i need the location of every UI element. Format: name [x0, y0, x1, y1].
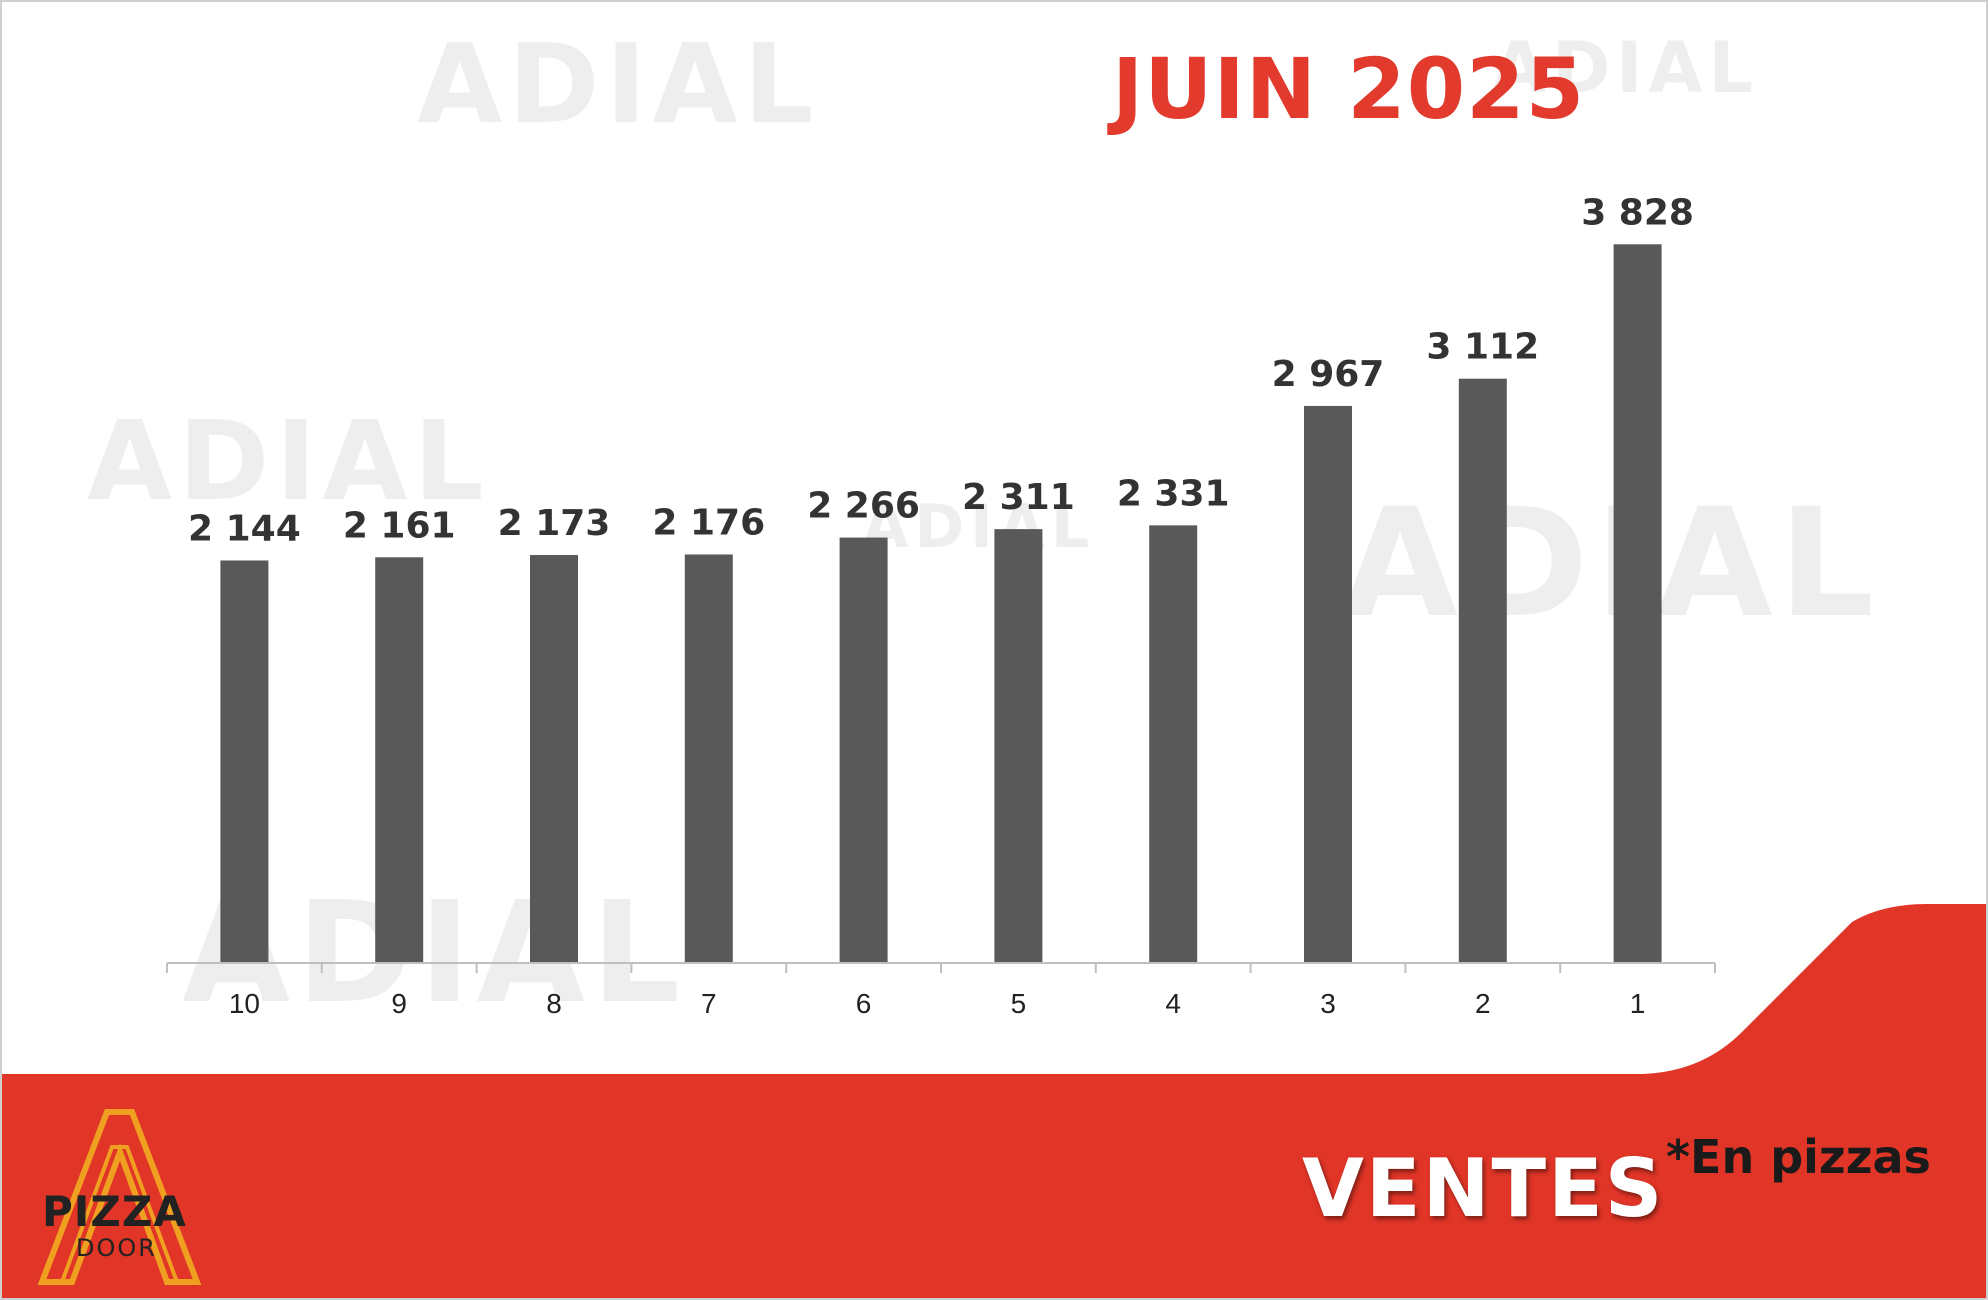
watermark: ADIAL — [862, 492, 1096, 562]
footer-title: VENTES — [1302, 1142, 1665, 1235]
x-tick-label: 7 — [701, 988, 717, 1019]
bar — [1613, 244, 1662, 964]
pizza-door-logo — [37, 1109, 202, 1285]
data-label: 3 112 — [1426, 327, 1539, 368]
x-tick-label: 4 — [1165, 988, 1181, 1019]
bar — [839, 537, 888, 963]
data-label: 2 144 — [188, 508, 301, 549]
logo-text-door: DOOR — [76, 1234, 157, 1262]
data-label: 2 176 — [652, 502, 765, 543]
logo-text-pizza: PIZZA — [42, 1187, 187, 1236]
x-tick-label: 10 — [229, 988, 260, 1019]
bar — [530, 555, 578, 963]
data-label: 3 828 — [1581, 192, 1694, 233]
x-tick-label: 8 — [546, 988, 562, 1019]
data-label: 2 266 — [807, 486, 920, 527]
watermark: ADIAL — [417, 20, 820, 148]
bar — [375, 557, 424, 963]
x-tick-label: 5 — [1011, 988, 1027, 1019]
data-label: 2 331 — [1117, 473, 1230, 514]
footer-note: *En pizzas — [1666, 1130, 1931, 1184]
x-tick-label: 9 — [391, 988, 407, 1019]
data-label: 2 161 — [343, 505, 456, 546]
bar — [1149, 525, 1198, 963]
watermark: ADIAL — [87, 397, 490, 525]
watermark: ADIAL — [1342, 477, 1881, 651]
page-title: JUIN 2025 — [1112, 40, 1586, 138]
x-tick-label: 6 — [856, 988, 872, 1019]
data-label: 2 173 — [498, 503, 611, 544]
bar — [994, 529, 1043, 963]
bar — [1458, 378, 1507, 963]
bar — [220, 560, 269, 963]
data-label: 2 967 — [1272, 354, 1385, 395]
x-tick-label: 3 — [1320, 988, 1336, 1019]
x-tick-label: 2 — [1475, 988, 1491, 1019]
bar — [684, 554, 733, 963]
watermark: ADIAL — [1492, 27, 1760, 109]
data-label: 2 311 — [962, 477, 1075, 518]
bar — [1304, 405, 1352, 963]
x-tick-label: 1 — [1630, 988, 1646, 1019]
